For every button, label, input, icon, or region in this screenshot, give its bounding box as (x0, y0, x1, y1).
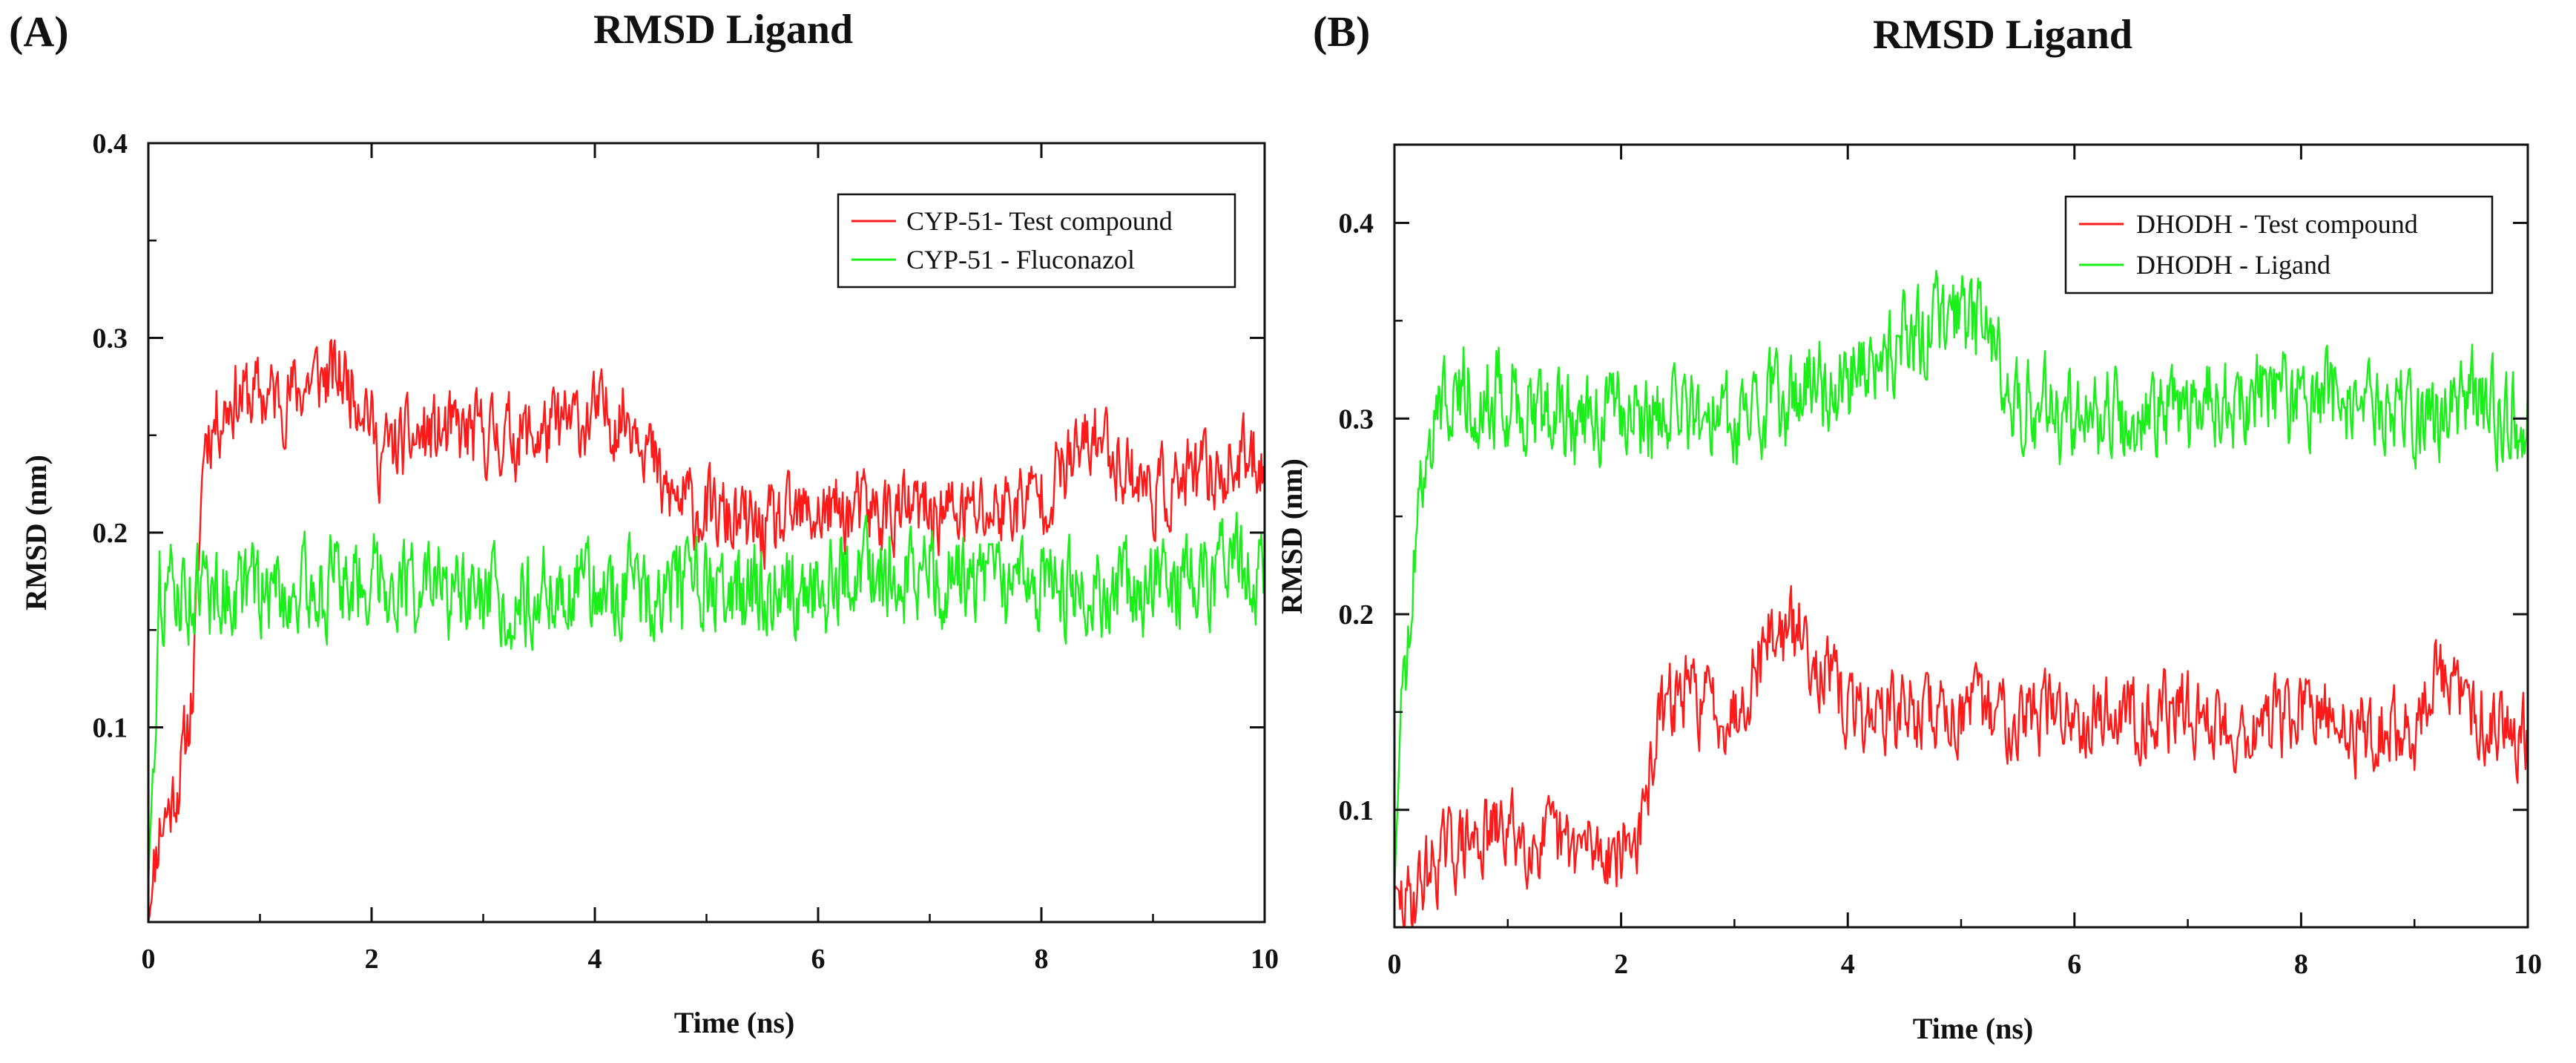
y-tick-label-b-3: 0.4 (1339, 208, 1374, 240)
y-tick-label-b-1: 0.2 (1339, 599, 1374, 631)
legend-text-b-0: DHODH - Test compound (2136, 209, 2418, 239)
x-axis-label-a: Time (ns) (674, 1006, 795, 1039)
y-tick-label-b-2: 0.3 (1339, 404, 1374, 435)
x-tick-label-a-4: 8 (1035, 944, 1049, 975)
chart-title-b: RMSD Ligand (1873, 12, 2132, 58)
series-layer-b (1393, 269, 2529, 929)
ticks-layer-a: 0 2 4 6 8 10 0.1 0.2 0.3 0.4 (93, 128, 1279, 975)
series-line-a-1 (147, 511, 1266, 886)
legend-text-a-0: CYP-51- Test compound (906, 206, 1173, 236)
ticks-layer-b: 0 2 4 6 8 10 0.1 0.2 0.3 0.4 (1339, 145, 2542, 980)
legend-box-a (837, 193, 1236, 289)
x-tick-label-b-2: 4 (1841, 949, 1855, 980)
x-tick-label-b-0: 0 (1388, 949, 1402, 980)
y-axis-label-b: RMSD (nm) (1275, 458, 1308, 614)
series-layer-a (147, 339, 1266, 923)
x-tick-label-a-3: 6 (811, 944, 826, 975)
y-tick-label-a-2: 0.3 (93, 323, 128, 355)
x-tick-label-a-1: 2 (365, 944, 379, 975)
x-tick-label-b-4: 8 (2294, 949, 2308, 980)
series-line-a-0 (147, 339, 1266, 923)
chart-panel-b: (B) RMSD Ligand 0 2 4 6 8 10 0.1 0.2 0.3 0.4 DHOD… (1275, 7, 2542, 1045)
chart-panel-a: (A) RMSD Ligand 0 2 4 6 8 10 0.1 0.2 0.3 0.4 CYP-… (9, 7, 1279, 1039)
panel-label-a: (A) (9, 7, 69, 56)
y-tick-label-a-3: 0.4 (93, 128, 128, 159)
legend-text-b-1: DHODH - Ligand (2136, 250, 2330, 280)
x-tick-label-a-5: 10 (1251, 944, 1279, 975)
x-tick-label-b-3: 6 (2067, 949, 2081, 980)
series-line-b-1 (1393, 269, 2529, 892)
x-tick-label-a-2: 4 (588, 944, 602, 975)
series-line-b-0 (1393, 585, 2529, 929)
legend-a: CYP-51- Test compound CYP-51 - Fluconazo… (837, 193, 1236, 289)
panel-label-b: (B) (1313, 7, 1370, 56)
x-tick-label-b-1: 2 (1614, 949, 1628, 980)
y-tick-label-b-0: 0.1 (1339, 795, 1374, 826)
y-tick-label-a-1: 0.2 (93, 518, 128, 549)
x-axis-label-b: Time (ns) (1913, 1012, 2034, 1045)
legend-text-a-1: CYP-51 - Fluconazol (906, 245, 1135, 274)
y-tick-label-a-0: 0.1 (93, 713, 128, 744)
x-tick-label-a-0: 0 (142, 944, 156, 975)
legend-b: DHODH - Test compound DHODH - Ligand (2064, 195, 2494, 294)
y-axis-label-a: RMSD (nm) (19, 455, 53, 611)
chart-title-a: RMSD Ligand (593, 7, 853, 53)
x-tick-label-b-5: 10 (2514, 949, 2542, 980)
legend-box-b (2064, 195, 2494, 294)
